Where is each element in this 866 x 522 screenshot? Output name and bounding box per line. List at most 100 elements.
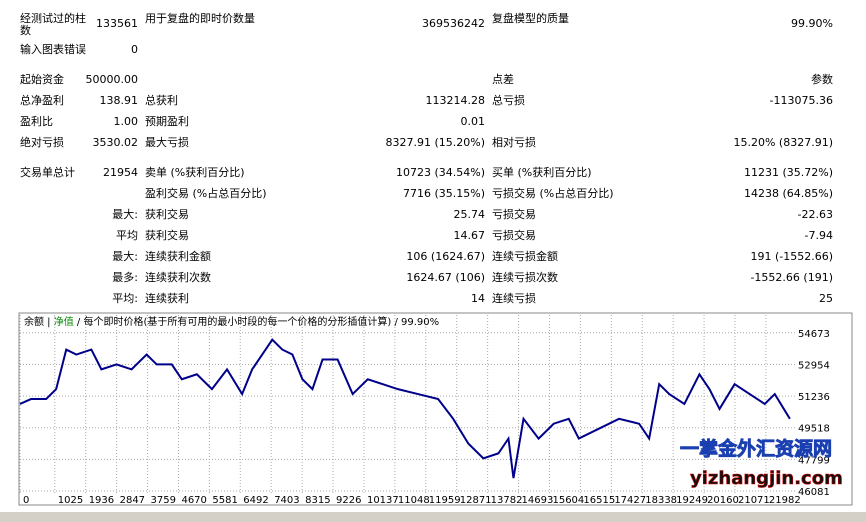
x-tick-label: 6492 — [243, 495, 268, 506]
stat-value: 7716 (35.15%) — [402, 187, 485, 200]
stat-value: -113075.36 — [769, 94, 833, 107]
x-tick-label: 15604 — [552, 495, 584, 506]
stat-sublabel: 最大: — [112, 208, 138, 221]
x-tick-label: 10137 — [367, 495, 399, 506]
balance-line — [19, 338, 791, 479]
stat-value: 14 — [471, 292, 485, 305]
stat-value: 191 (-1552.66) — [750, 250, 833, 263]
stat-value: 0.01 — [460, 115, 486, 128]
x-tick-label: 2847 — [120, 495, 145, 506]
stat-label: 亏损交易 — [492, 229, 536, 242]
stat-value: 10723 (34.54%) — [395, 166, 485, 179]
stat-sublabel: 平均: — [112, 292, 138, 305]
x-tick-label: 13782 — [491, 495, 523, 506]
x-tick-label: 4670 — [181, 495, 206, 506]
stat-label: 总获利 — [145, 94, 178, 107]
x-tick-label: 0 — [23, 495, 29, 506]
stat-label: 最大亏损 — [145, 136, 189, 149]
x-tick-label: 21071 — [738, 495, 770, 506]
x-tick-label: 20160 — [707, 495, 739, 506]
x-tick-label: 8315 — [305, 495, 330, 506]
x-tick-label: 16515 — [583, 495, 615, 506]
stat-value: 1624.67 (106) — [406, 271, 485, 284]
stat-value: 133561 — [96, 17, 138, 30]
stat-label: 卖单 (%获利百分比) — [145, 166, 245, 179]
x-tick-label: 1936 — [89, 495, 114, 506]
x-tick-label: 9226 — [336, 495, 361, 506]
y-tick-label: 49518 — [798, 424, 830, 435]
stat-value: 14238 (64.85%) — [743, 187, 833, 200]
stat-label: 盈利比 — [20, 115, 53, 128]
stat-label: 买单 (%获利百分比) — [492, 166, 592, 179]
stat-label: 盈利交易 (%占总百分比) — [145, 187, 267, 200]
x-tick-label: 21982 — [769, 495, 801, 506]
x-tick-label: 17427 — [614, 495, 646, 506]
stat-value: 3530.02 — [92, 136, 139, 149]
x-tick-label: 11048 — [398, 495, 430, 506]
x-tick-label: 14693 — [522, 495, 554, 506]
y-tick-label: 47799 — [798, 455, 830, 466]
stat-label: 连续获利 — [145, 292, 189, 305]
stat-label: 连续亏损金额 — [492, 250, 558, 263]
x-tick-label: 1025 — [58, 495, 83, 506]
stat-label: 经测试过的柱数 — [20, 12, 86, 37]
chart-frame — [18, 312, 853, 506]
watermark: 一掌金外汇资源网 — [680, 437, 832, 460]
stat-label: 复盘模型的质量 — [492, 12, 569, 25]
x-tick-label: 11959 — [429, 495, 461, 506]
stat-value: -22.63 — [797, 208, 833, 221]
header-part: 每个即时价格(基于所有可用的最小时段的每一个价格的分形插值计算) — [83, 315, 391, 328]
header-part: 净值 — [54, 315, 74, 328]
stat-label: 总亏损 — [492, 94, 525, 107]
stat-value: 369536242 — [422, 17, 485, 30]
stat-value: 106 (1624.67) — [406, 250, 485, 263]
watermark: yizhangjin.com — [690, 468, 843, 489]
stat-value: 50000.00 — [85, 73, 139, 86]
header-part: 99.90% — [401, 317, 439, 328]
stat-label: 起始资金 — [20, 73, 64, 86]
stat-value: 0 — [131, 43, 138, 56]
stat-label: 获利交易 — [145, 208, 189, 221]
x-tick-label: 3759 — [151, 495, 176, 506]
stat-sublabel: 最多: — [112, 271, 138, 284]
y-tick-label: 46081 — [798, 487, 830, 498]
stat-label: 用于复盘的即时价数量 — [145, 12, 255, 25]
x-tick-label: 5581 — [212, 495, 237, 506]
stat-value: 14.67 — [453, 229, 486, 242]
stat-label: 点差 — [492, 73, 514, 86]
stat-label: 连续亏损次数 — [492, 271, 558, 284]
stat-value: 11231 (35.72%) — [743, 166, 833, 179]
stat-sublabel: 最大: — [112, 250, 138, 263]
stat-value: 138.91 — [99, 94, 139, 107]
y-tick-label: 54673 — [798, 329, 830, 340]
stat-value: 8327.91 (15.20%) — [385, 136, 485, 149]
stat-value: 113214.28 — [425, 94, 486, 107]
stat-label: 预期盈利 — [145, 115, 189, 128]
stat-value: 参数 — [811, 73, 833, 86]
x-tick-label: 12871 — [460, 495, 492, 506]
stat-label: 连续亏损 — [492, 292, 536, 305]
stat-label: 总净盈利 — [20, 94, 64, 107]
stat-value: 99.90% — [791, 17, 833, 30]
stat-label: 相对亏损 — [492, 136, 536, 149]
y-tick-label: 51236 — [798, 392, 830, 403]
next-table-header — [0, 512, 866, 522]
y-tick-label: 52954 — [798, 360, 830, 371]
stat-value: 15.20% (8327.91) — [733, 136, 833, 149]
stat-label: 连续获利次数 — [145, 271, 211, 284]
x-tick-label: 18338 — [645, 495, 677, 506]
chart-header: 余额 | 净值 / 每个即时价格(基于所有可用的最小时段的每一个价格的分形插值计… — [24, 315, 439, 328]
stat-value: 1.00 — [113, 115, 139, 128]
stat-sublabel: 平均 — [116, 229, 138, 242]
stat-value: -7.94 — [804, 229, 833, 242]
stat-value: -1552.66 (191) — [750, 271, 833, 284]
stat-label: 输入图表错误 — [20, 43, 86, 56]
stat-value: 25.74 — [453, 208, 486, 221]
stat-value: 21954 — [103, 166, 138, 179]
stat-label: 连续获利金额 — [145, 250, 211, 263]
x-tick-label: 7403 — [274, 495, 299, 506]
stat-value: 25 — [819, 292, 833, 305]
stat-label: 交易单总计 — [20, 166, 75, 179]
